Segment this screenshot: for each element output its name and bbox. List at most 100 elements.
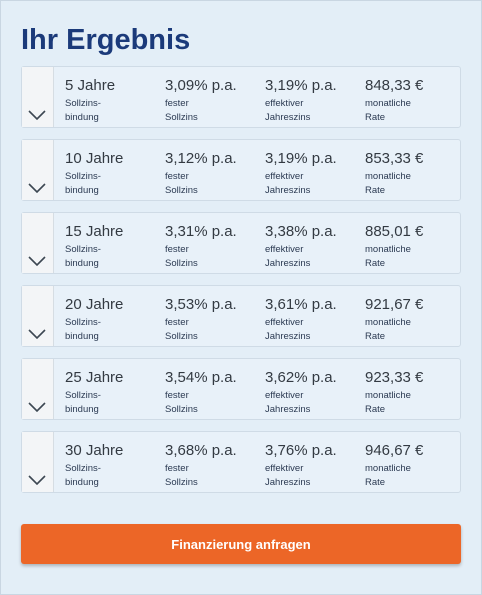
borrowing-rate-value: 3,68% p.a. <box>165 442 237 459</box>
monthly-rate-value: 923,33 € <box>365 369 424 386</box>
expand-toggle[interactable] <box>22 432 54 492</box>
chevron-down-icon <box>28 402 46 412</box>
expand-toggle[interactable] <box>22 359 54 419</box>
effective-rate-value: 3,62% p.a. <box>265 369 337 386</box>
fixed-rate-period-cell: 5 Jahre Sollzins- bindung <box>65 77 115 124</box>
borrowing-rate-value: 3,31% p.a. <box>165 223 237 240</box>
fixed-rate-period-label-2: bindung <box>65 330 99 342</box>
borrowing-rate-label-1: fester <box>165 390 189 401</box>
effective-rate-cell: 3,19% p.a. effektiver Jahreszins <box>265 77 337 124</box>
result-row[interactable]: 15 Jahre Sollzins- bindung 3,31% p.a. fe… <box>21 212 461 274</box>
monthly-rate-cell: 885,01 € monatliche Rate <box>365 223 423 270</box>
borrowing-rate-label-2: Sollzins <box>165 257 198 269</box>
borrowing-rate-cell: 3,09% p.a. fester Sollzins <box>165 77 237 124</box>
effective-rate-label-2: Jahreszins <box>265 476 311 488</box>
fixed-rate-period-cell: 15 Jahre Sollzins- bindung <box>65 223 123 270</box>
effective-rate-label-1: effektiver <box>265 317 304 328</box>
effective-rate-cell: 3,62% p.a. effektiver Jahreszins <box>265 369 337 416</box>
monthly-rate-label-2: Rate <box>365 476 386 488</box>
effective-rate-label-1: effektiver <box>265 463 304 474</box>
monthly-rate-label-1: monatliche <box>365 98 411 109</box>
fixed-rate-period-label-1: Sollzins- <box>65 317 101 328</box>
fixed-rate-period-label-1: Sollzins- <box>65 244 101 255</box>
monthly-rate-value: 921,67 € <box>365 296 424 313</box>
result-row[interactable]: 30 Jahre Sollzins- bindung 3,68% p.a. fe… <box>21 431 461 493</box>
monthly-rate-cell: 921,67 € monatliche Rate <box>365 296 423 343</box>
result-row[interactable]: 20 Jahre Sollzins- bindung 3,53% p.a. fe… <box>21 285 461 347</box>
effective-rate-label-2: Jahreszins <box>265 257 311 269</box>
effective-rate-value: 3,38% p.a. <box>265 223 337 240</box>
effective-rate-cell: 3,76% p.a. effektiver Jahreszins <box>265 442 337 489</box>
effective-rate-label-1: effektiver <box>265 171 304 182</box>
monthly-rate-label-2: Rate <box>365 330 386 342</box>
chevron-down-icon <box>28 329 46 339</box>
borrowing-rate-value: 3,09% p.a. <box>165 77 237 94</box>
borrowing-rate-cell: 3,12% p.a. fester Sollzins <box>165 150 237 197</box>
expand-toggle[interactable] <box>22 286 54 346</box>
effective-rate-cell: 3,61% p.a. effektiver Jahreszins <box>265 296 337 343</box>
fixed-rate-period-value: 25 Jahre <box>65 369 124 386</box>
effective-rate-label-2: Jahreszins <box>265 330 311 342</box>
fixed-rate-period-label-1: Sollzins- <box>65 463 101 474</box>
effective-rate-value: 3,76% p.a. <box>265 442 337 459</box>
expand-toggle[interactable] <box>22 67 54 127</box>
effective-rate-label-1: effektiver <box>265 390 304 401</box>
monthly-rate-label-2: Rate <box>365 257 386 269</box>
fixed-rate-period-value: 10 Jahre <box>65 150 124 167</box>
effective-rate-value: 3,19% p.a. <box>265 150 337 167</box>
chevron-down-icon <box>28 256 46 266</box>
borrowing-rate-label-2: Sollzins <box>165 403 198 415</box>
chevron-down-icon <box>28 110 46 120</box>
effective-rate-label-2: Jahreszins <box>265 111 311 123</box>
monthly-rate-label-1: monatliche <box>365 171 411 182</box>
fixed-rate-period-value: 20 Jahre <box>65 296 124 313</box>
result-list: 5 Jahre Sollzins- bindung 3,09% p.a. fes… <box>21 66 461 504</box>
request-financing-button[interactable]: Finanzierung anfragen <box>21 524 461 564</box>
fixed-rate-period-cell: 20 Jahre Sollzins- bindung <box>65 296 123 343</box>
expand-toggle[interactable] <box>22 140 54 200</box>
borrowing-rate-cell: 3,31% p.a. fester Sollzins <box>165 223 237 270</box>
monthly-rate-label-1: monatliche <box>365 390 411 401</box>
fixed-rate-period-value: 15 Jahre <box>65 223 124 240</box>
result-row[interactable]: 5 Jahre Sollzins- bindung 3,09% p.a. fes… <box>21 66 461 128</box>
borrowing-rate-label-2: Sollzins <box>165 184 198 196</box>
monthly-rate-value: 946,67 € <box>365 442 424 459</box>
fixed-rate-period-cell: 10 Jahre Sollzins- bindung <box>65 150 123 197</box>
monthly-rate-cell: 853,33 € monatliche Rate <box>365 150 423 197</box>
effective-rate-label-2: Jahreszins <box>265 184 311 196</box>
effective-rate-cell: 3,38% p.a. effektiver Jahreszins <box>265 223 337 270</box>
result-row[interactable]: 25 Jahre Sollzins- bindung 3,54% p.a. fe… <box>21 358 461 420</box>
monthly-rate-cell: 848,33 € monatliche Rate <box>365 77 423 124</box>
effective-rate-label-2: Jahreszins <box>265 403 311 415</box>
borrowing-rate-label-2: Sollzins <box>165 330 198 342</box>
fixed-rate-period-label-2: bindung <box>65 403 99 415</box>
chevron-down-icon <box>28 183 46 193</box>
fixed-rate-period-label-2: bindung <box>65 476 99 488</box>
fixed-rate-period-label-2: bindung <box>65 184 99 196</box>
result-row[interactable]: 10 Jahre Sollzins- bindung 3,12% p.a. fe… <box>21 139 461 201</box>
monthly-rate-cell: 946,67 € monatliche Rate <box>365 442 423 489</box>
monthly-rate-value: 885,01 € <box>365 223 424 240</box>
fixed-rate-period-value: 5 Jahre <box>65 77 116 94</box>
borrowing-rate-cell: 3,53% p.a. fester Sollzins <box>165 296 237 343</box>
borrowing-rate-cell: 3,68% p.a. fester Sollzins <box>165 442 237 489</box>
monthly-rate-label-1: monatliche <box>365 463 411 474</box>
borrowing-rate-value: 3,53% p.a. <box>165 296 237 313</box>
monthly-rate-cell: 923,33 € monatliche Rate <box>365 369 423 416</box>
fixed-rate-period-cell: 25 Jahre Sollzins- bindung <box>65 369 123 416</box>
effective-rate-label-1: effektiver <box>265 244 304 255</box>
fixed-rate-period-label-1: Sollzins- <box>65 98 101 109</box>
borrowing-rate-label-2: Sollzins <box>165 111 198 123</box>
borrowing-rate-label-2: Sollzins <box>165 476 198 488</box>
effective-rate-value: 3,19% p.a. <box>265 77 337 94</box>
effective-rate-cell: 3,19% p.a. effektiver Jahreszins <box>265 150 337 197</box>
monthly-rate-value: 853,33 € <box>365 150 424 167</box>
page-title: Ihr Ergebnis <box>21 24 191 56</box>
borrowing-rate-label-1: fester <box>165 317 189 328</box>
effective-rate-value: 3,61% p.a. <box>265 296 337 313</box>
expand-toggle[interactable] <box>22 213 54 273</box>
effective-rate-label-1: effektiver <box>265 98 304 109</box>
monthly-rate-label-2: Rate <box>365 184 386 196</box>
borrowing-rate-cell: 3,54% p.a. fester Sollzins <box>165 369 237 416</box>
fixed-rate-period-label-2: bindung <box>65 257 99 269</box>
